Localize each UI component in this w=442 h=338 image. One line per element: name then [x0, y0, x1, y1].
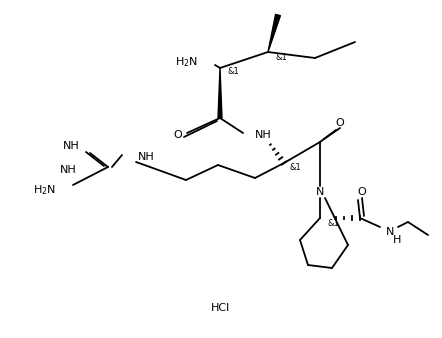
Text: NH: NH — [63, 141, 80, 151]
Text: NH: NH — [137, 152, 154, 162]
Text: &1: &1 — [227, 68, 239, 76]
Text: N: N — [316, 187, 324, 197]
Text: H$_2$N: H$_2$N — [33, 183, 56, 197]
Text: H$_2$N: H$_2$N — [175, 55, 198, 69]
Polygon shape — [218, 68, 222, 118]
Text: &1: &1 — [327, 218, 339, 227]
Text: H: H — [393, 235, 401, 245]
Text: N: N — [386, 227, 394, 237]
Text: O: O — [358, 187, 366, 197]
Text: O: O — [335, 118, 344, 128]
Text: &1: &1 — [275, 53, 287, 63]
Text: NH: NH — [255, 130, 272, 140]
Text: &1: &1 — [290, 164, 302, 172]
Text: HCl: HCl — [211, 303, 231, 313]
Text: NH: NH — [60, 165, 76, 175]
Text: O: O — [174, 130, 183, 140]
Polygon shape — [268, 14, 280, 52]
